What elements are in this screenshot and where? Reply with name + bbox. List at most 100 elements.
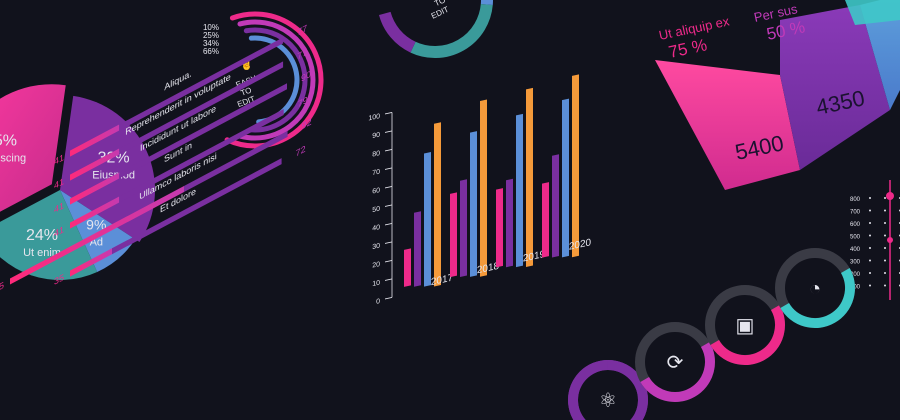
scale-dot — [884, 209, 886, 212]
pie-slice — [0, 84, 66, 232]
pie-slice-label: Adipiscing — [0, 153, 26, 165]
hbar-max-bar — [119, 109, 284, 203]
hbar-max-value: 72 — [296, 144, 306, 160]
bar — [572, 74, 579, 258]
hbar-max-bar — [184, 130, 288, 193]
hbar-value: 41 — [54, 224, 64, 240]
process-ring-arc — [640, 342, 715, 402]
bar — [552, 154, 559, 258]
bar-chart: 0 10 20 30 40 50 60 70 80 90 100 2017 2018 2019 2020 — [368, 74, 591, 306]
donut-center-label: EDIT — [430, 5, 450, 21]
hbar-max-bar — [119, 61, 284, 155]
bar — [562, 98, 569, 258]
donut-center-label: TO — [433, 0, 447, 8]
process-ring-arc — [780, 268, 855, 328]
radial-ring — [243, 27, 308, 133]
bar-y-tick: 100 — [368, 113, 380, 122]
atom-icon: ⚛ — [599, 390, 617, 412]
dot-scale-chart: 800 700 600 500 400 300 200 100 — [850, 180, 900, 300]
pie-slice-value: 35% — [0, 133, 17, 150]
bar — [424, 151, 431, 287]
hbar-max-value: 79 — [298, 95, 308, 111]
bar-y-tickmark — [385, 260, 392, 263]
bar-y-tickmark — [385, 223, 392, 226]
bar-y-tickmark — [385, 204, 392, 207]
hbar-value: 41 — [54, 200, 64, 216]
bar-y-tickmark — [385, 149, 392, 152]
ring-process-chain: ⚛ ⟳ ▣ ◔ — [567, 248, 855, 420]
hbar-value-bar — [70, 248, 112, 277]
hbar-value-bar — [70, 148, 120, 181]
bar-y-tick: 0 — [376, 298, 380, 306]
scale-dot — [884, 272, 886, 274]
bar-y-tick: 20 — [372, 261, 380, 270]
scale-dot — [869, 284, 871, 287]
scale-dot — [884, 222, 886, 224]
pie-slice-group: 32%Eiusmod — [60, 95, 155, 243]
scale-dot — [869, 197, 871, 199]
scale-tick: 500 — [850, 235, 861, 241]
scale-marker — [887, 237, 893, 243]
scale-tick: 800 — [850, 197, 861, 203]
bar — [434, 122, 441, 287]
hbar-value: 41 — [54, 152, 64, 168]
bar-y-tick: 30 — [372, 243, 380, 252]
hbar-value: 95 — [0, 280, 4, 296]
scale-dot — [884, 234, 886, 237]
donut-segment — [410, 3, 493, 58]
pie-slice-value: 32% — [98, 150, 130, 167]
bar-y-tickmark — [385, 241, 392, 244]
bar — [526, 87, 533, 267]
bar-y-tickmark — [385, 130, 392, 133]
bar — [506, 178, 513, 268]
hbar-value-bar — [10, 186, 184, 285]
bar-y-tick: 80 — [372, 150, 380, 159]
area-block — [845, 0, 900, 25]
hbar-value-bar — [70, 124, 120, 157]
pie-slice-value: 24% — [26, 227, 58, 244]
hbar-max-value: 92 — [302, 117, 312, 133]
scale-dot — [869, 247, 871, 249]
bar — [450, 192, 457, 278]
scale-dot — [869, 259, 871, 262]
bar — [460, 179, 467, 277]
scale-dot — [884, 284, 886, 287]
bar — [542, 182, 549, 258]
process-ring-arc — [567, 360, 648, 420]
bar-y-tick: 10 — [372, 280, 380, 289]
hbar-max-bar — [112, 158, 282, 255]
hbar-value-bar — [70, 172, 120, 205]
scale-tick: 400 — [850, 247, 861, 253]
hbar-value: 41 — [54, 176, 64, 192]
bar-y-tick: 90 — [372, 132, 380, 141]
presentation-icon: ▣ — [736, 315, 755, 337]
hbar-value: 35 — [54, 272, 64, 288]
radial-value: 10% — [203, 23, 219, 32]
scale-dot — [884, 247, 886, 249]
pie-slice-group: 24% Ut enim — [0, 190, 98, 280]
donut-segment — [378, 11, 416, 53]
hbar-value-bar — [70, 196, 120, 229]
bar — [470, 131, 477, 277]
bar-y-tick: 70 — [372, 169, 380, 178]
speedometer-icon: ◔ — [809, 278, 821, 300]
pie-slice — [0, 190, 98, 280]
scale-tick: 700 — [850, 210, 861, 216]
bar-y-tickmark — [385, 186, 392, 189]
scale-tick: 600 — [850, 222, 861, 228]
bar-x-label: 2017 — [431, 272, 454, 288]
bar-y-tickmark — [385, 167, 392, 170]
radial-value: 34% — [203, 39, 219, 48]
scale-dot — [869, 234, 871, 237]
bar-y-tick: 50 — [372, 206, 380, 215]
area-block — [860, 0, 900, 110]
hbar-max-bar — [119, 83, 288, 179]
area-block — [655, 60, 800, 190]
bar — [480, 99, 487, 277]
bar — [496, 188, 503, 268]
refresh-play-icon: ⟳ — [667, 352, 684, 374]
scale-tick: 200 — [850, 272, 861, 278]
